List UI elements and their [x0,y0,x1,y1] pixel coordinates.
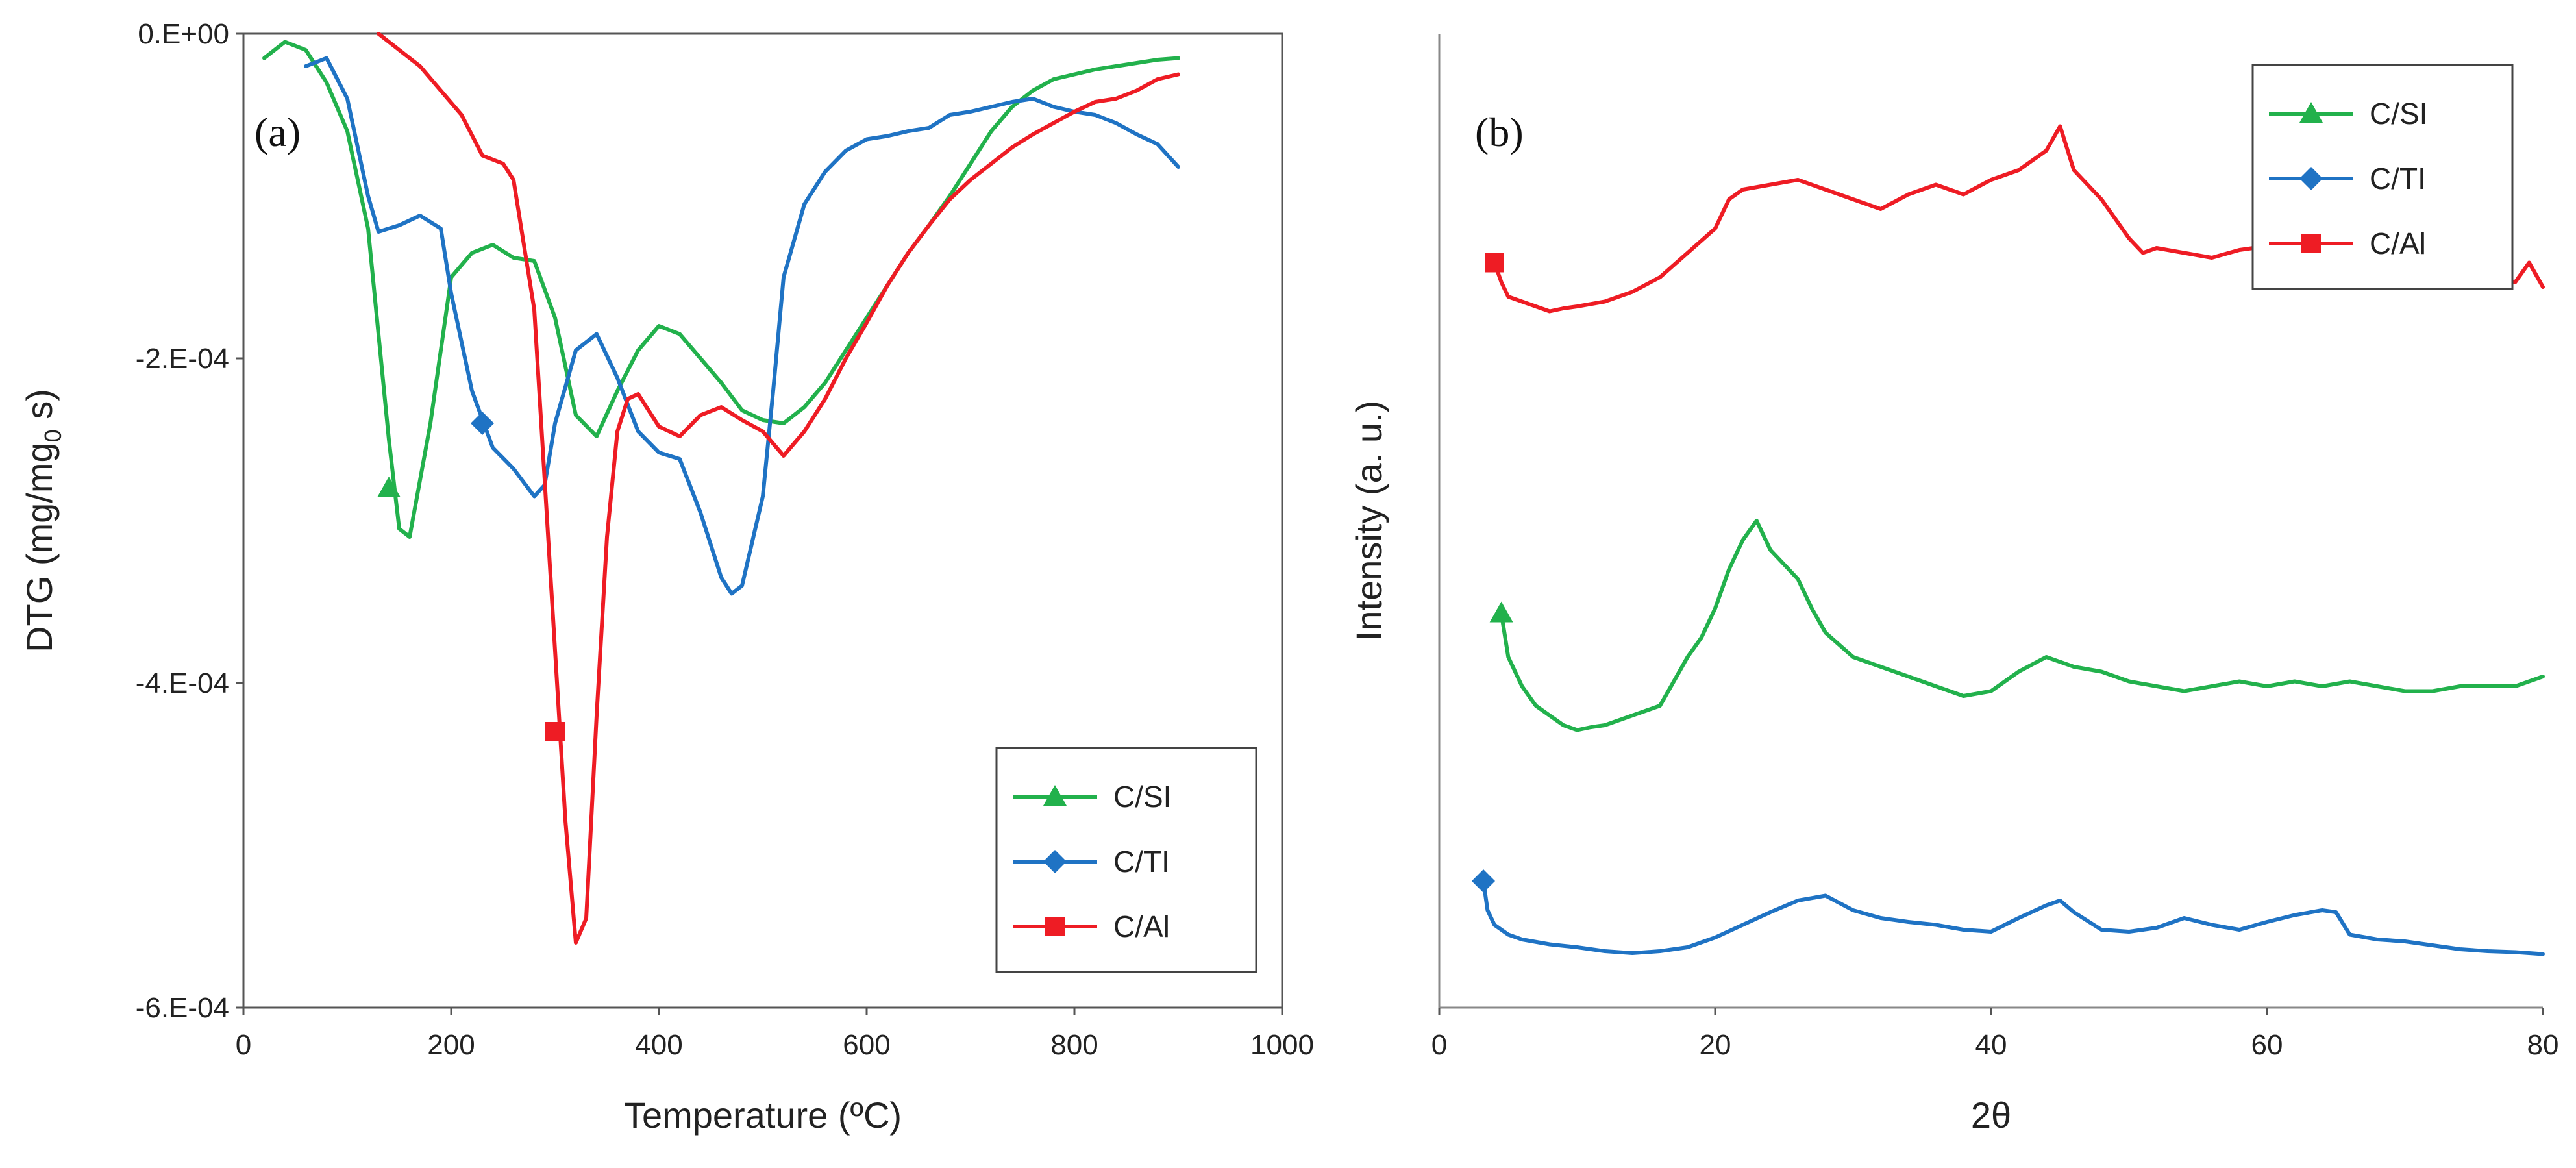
panel-a-y-tick-label: -2.E-04 [136,343,229,375]
panel-a-legend-label-c-al: C/Al [1113,910,1170,943]
panel-b-marker-c-al [1485,253,1504,273]
panel-a-legend: C/SI C/TI C/Al [995,747,1257,973]
panel-a-x-tick-label: 800 [1050,1029,1098,1061]
panel-b-marker-c-ti [1472,869,1495,893]
panel-b-label-text: (b) [1475,109,1524,155]
panel-b-x-axis-title: 2θ [1971,1095,2011,1136]
panel-b-legend-marker-c-si [2299,102,2323,123]
panel-a-y-axis-title-sub: 0 [40,429,66,442]
panel-b-legend: C/SI C/TI C/Al [2251,64,2514,290]
panel-a-label: (a) [254,109,301,155]
panel-a-x-tick-label: 400 [635,1029,682,1061]
panel-a-series-group [262,32,1180,945]
panel-b-x-ticks: 0 20 40 60 80 [1431,1008,2559,1061]
panel-b-label: (b) [1475,109,1524,155]
panel-b: 0 20 40 60 80 (b) 2θ Intensity (a. u.) C/SIC… [1348,34,2558,1136]
panel-b-x-tick-label: 0 [1431,1029,1447,1061]
panel-b-y-axis-title: Intensity (a. u.) [1348,401,1389,641]
panel-a-x-ticks: 0 200 400 600 800 1000 [236,1008,1314,1061]
panel-b-x-tick-label: 80 [2527,1029,2559,1061]
panel-a-x-axis-title: Temperature (ºC) [624,1095,902,1136]
panel-a-y-ticks: 0.E+00 -2.E-04 -4.E-04 -6.E-04 [136,18,243,1024]
panel-a-y-tick-label: -4.E-04 [136,667,229,699]
panel-a-legend-marker-c-al [1045,917,1065,936]
panel-b-x-tick-label: 20 [1700,1029,1731,1061]
panel-a-series-c-ti [304,56,1180,596]
panel-b-legend-label-c-ti: C/TI [2370,162,2426,195]
panel-a-y-axis-title-tail: s) [19,389,60,429]
panel-a: 0 200 400 600 800 1000 0.E+00 -2.E-04 -4.E-04 -6… [19,18,1314,1136]
panel-a-marker-c-al [545,722,565,741]
panel-a-label-text: (a) [254,109,301,155]
panel-b-legend-label-c-al: C/Al [2370,227,2426,260]
panel-b-series-c-ti [1481,879,2545,956]
panel-a-y-axis-title: DTG (mg/mg0 s) [19,389,66,652]
panel-a-x-tick-label: 0 [236,1029,251,1061]
panel-a-marker-c-si [377,477,401,497]
panel-a-legend-marker-c-si [1043,785,1067,806]
panel-a-series-c-al [377,32,1180,945]
panel-b-marker-c-si [1489,601,1513,623]
panel-b-x-tick-label: 40 [1975,1029,2007,1061]
panel-b-series-c-si [1499,519,2545,732]
panel-a-marker-c-ti [471,412,494,435]
panel-b-legend-marker-c-ti [2299,167,2323,190]
panel-b-legend-label-c-si: C/SI [2370,97,2427,130]
panel-b-markers-group [1472,253,1513,893]
panel-a-x-tick-label: 1000 [1250,1029,1314,1061]
panel-a-legend-marker-c-ti [1043,850,1067,873]
panel-a-legend-label-c-si: C/SI [1113,780,1171,814]
panel-a-x-tick-label: 600 [843,1029,890,1061]
panel-b-legend-marker-c-al [2301,234,2321,253]
panel-a-legend-label-c-ti: C/TI [1113,845,1170,878]
panel-a-y-tick-label: 0.E+00 [138,18,229,50]
panel-b-x-tick-label: 60 [2251,1029,2283,1061]
panel-a-x-tick-label: 200 [427,1029,475,1061]
panel-a-markers-group [377,412,565,741]
panel-a-y-tick-label: -6.E-04 [136,992,229,1024]
panel-a-y-axis-title-main: DTG (mg/mg [19,442,60,652]
